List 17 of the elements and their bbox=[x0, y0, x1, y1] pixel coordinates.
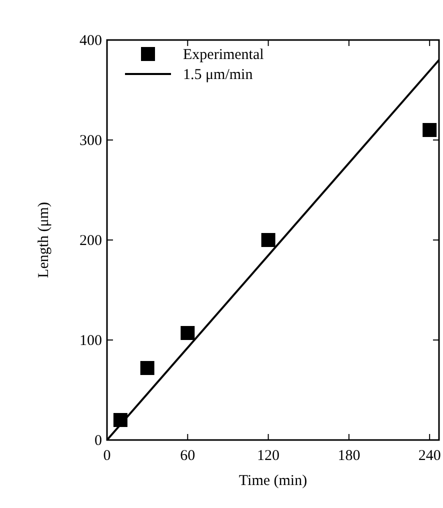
point bbox=[261, 233, 276, 247]
y-tick-label: 300 bbox=[80, 133, 102, 149]
y-tick-label: 400 bbox=[80, 33, 102, 49]
legend-label: 1.5 μm/min bbox=[183, 67, 254, 83]
y-tick-label: 100 bbox=[80, 333, 102, 349]
point bbox=[180, 326, 195, 340]
x-axis-title: Time (min) bbox=[238, 473, 308, 489]
legend-label: Experimental bbox=[183, 47, 264, 63]
x-tick-label: 240 bbox=[418, 448, 441, 464]
y-tick-label: 200 bbox=[80, 233, 102, 249]
x-tick-label: 120 bbox=[257, 448, 280, 464]
x-tick-label: 180 bbox=[338, 448, 360, 464]
y-tick-label: 0 bbox=[94, 433, 102, 449]
point bbox=[422, 123, 437, 137]
x-tick-label: 60 bbox=[180, 448, 196, 464]
point bbox=[140, 361, 154, 375]
y-axis-title: Length (μm) bbox=[36, 202, 52, 278]
